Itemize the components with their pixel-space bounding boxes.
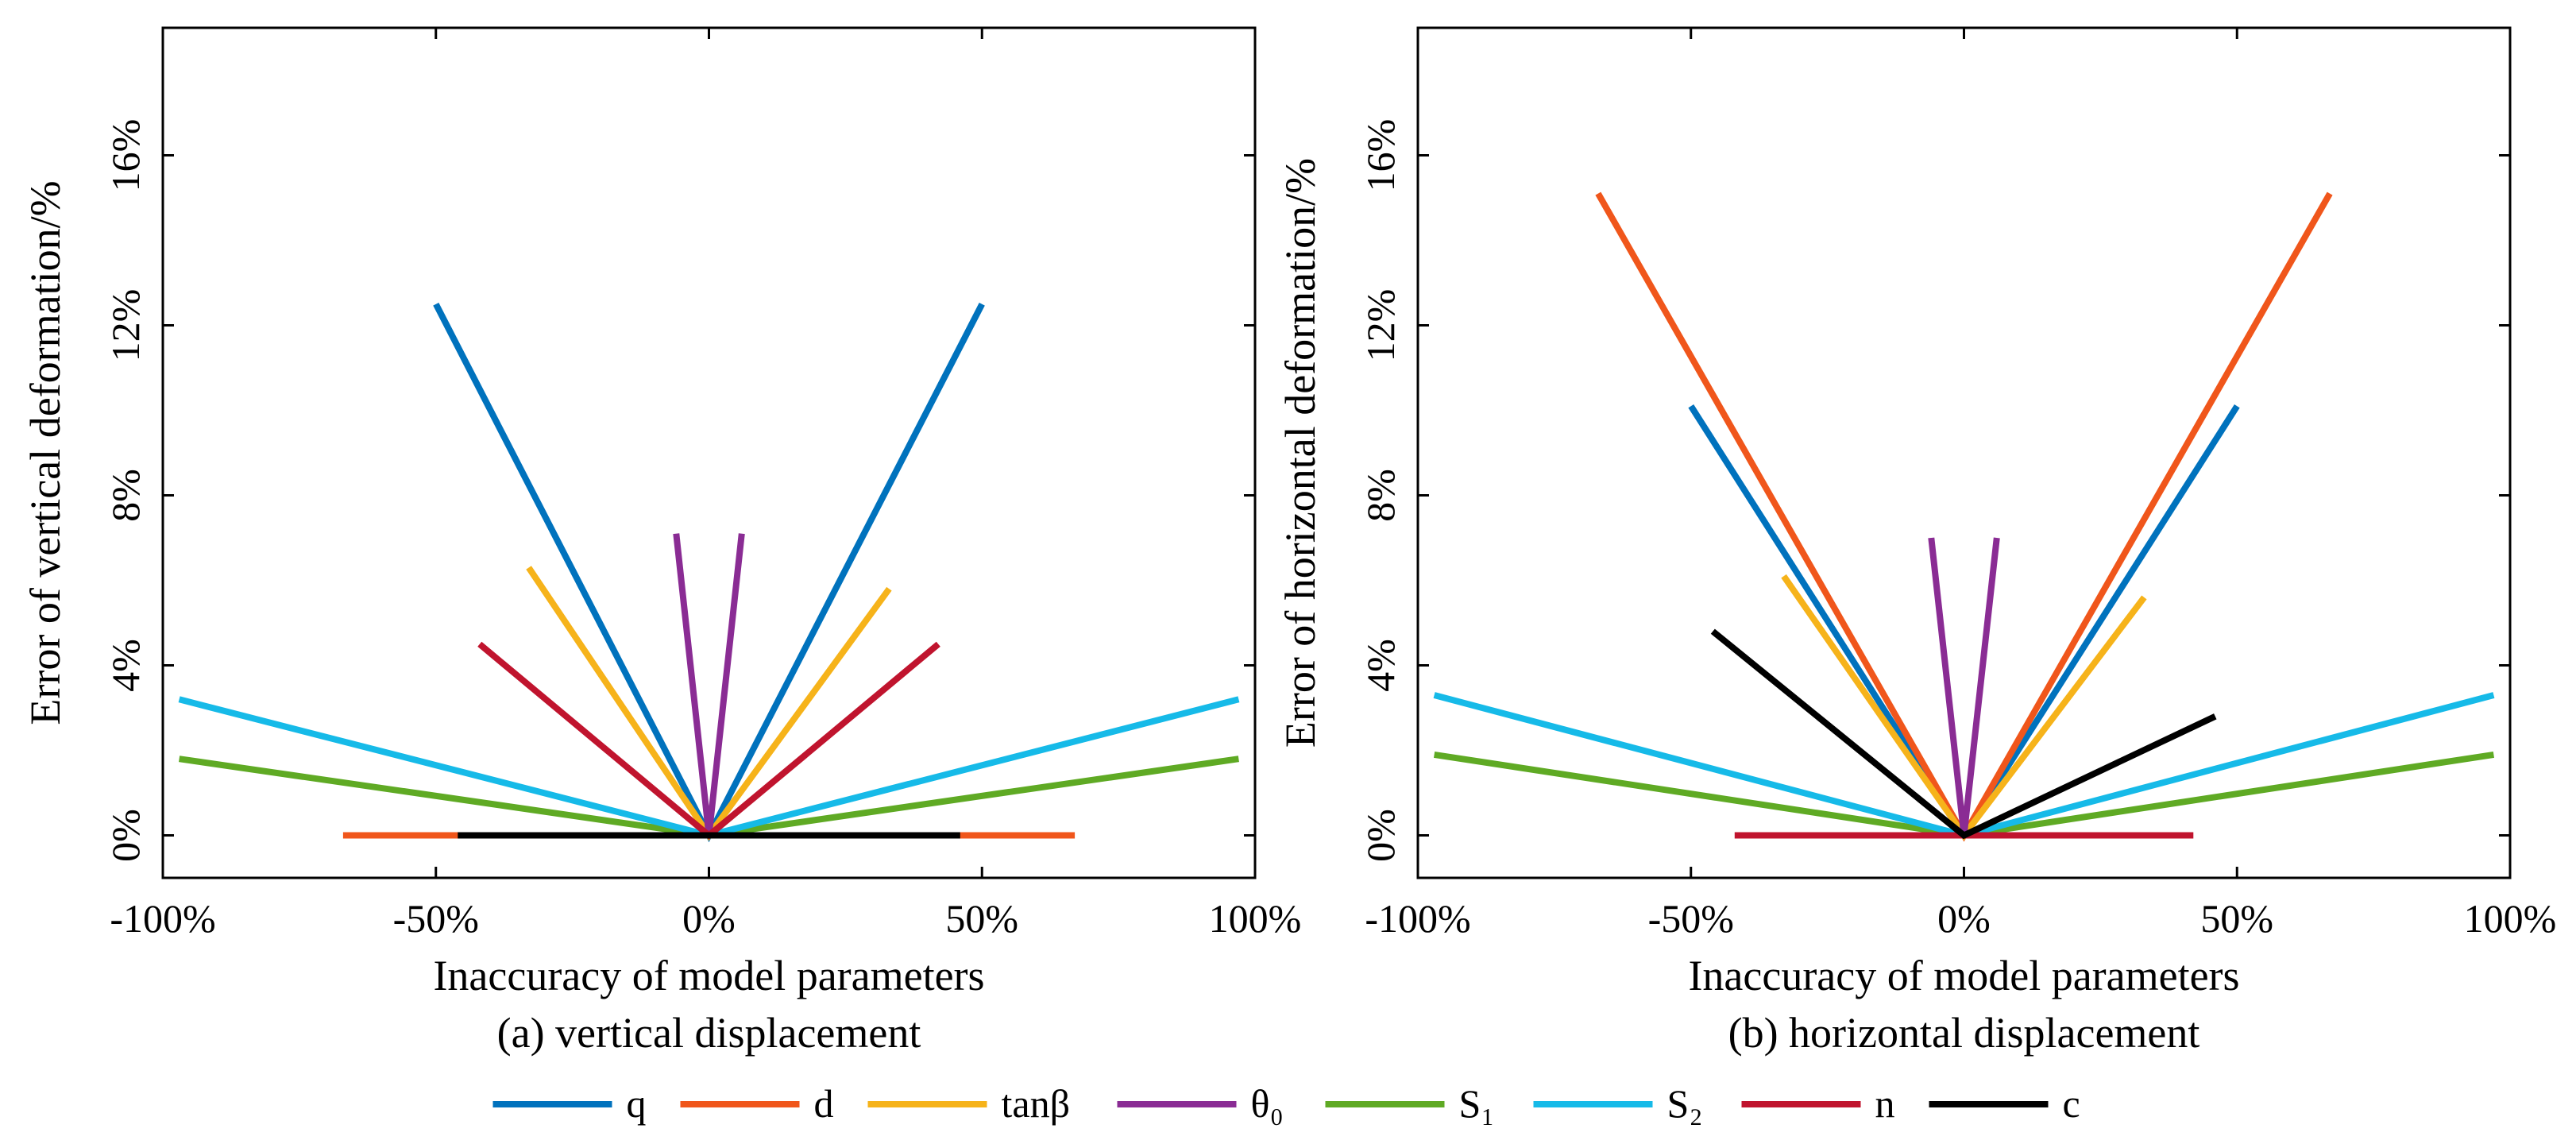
y-tick-label: 4% bbox=[103, 639, 148, 692]
x-tick-label: 50% bbox=[945, 896, 1018, 941]
legend-label: θ₀ bbox=[1251, 1081, 1284, 1126]
y-tick-label: 8% bbox=[103, 469, 148, 522]
legend-label: d bbox=[814, 1081, 834, 1126]
legend-label: c bbox=[2063, 1081, 2080, 1126]
chart-panel-a: -100% -50% 0% 50% 100% 0% 4% 8% 12% 16% Inaccuracy… bbox=[21, 26, 1302, 1057]
series-line-tanβ bbox=[526, 566, 892, 841]
y-axis-title: Error of horizontal deformation/% bbox=[1276, 158, 1324, 748]
legend-label: S₁ bbox=[1459, 1081, 1495, 1126]
legend-label: S₂ bbox=[1667, 1081, 1703, 1126]
panel-subtitle: (a) vertical displacement bbox=[497, 1009, 921, 1057]
series-line-d bbox=[1595, 191, 2333, 842]
y-tick-label: 16% bbox=[1358, 119, 1403, 192]
x-axis-title: Inaccuracy of model parameters bbox=[433, 952, 984, 999]
y-tick-label: 4% bbox=[1358, 639, 1403, 692]
y-tick-label: 0% bbox=[1358, 809, 1403, 862]
legend: q d tanβ θ₀ S₁ S₂ n c bbox=[492, 1081, 2080, 1126]
x-tick-label: -50% bbox=[1648, 896, 1734, 941]
x-tick-label: -100% bbox=[1365, 896, 1470, 941]
y-tick-label: 12% bbox=[103, 289, 148, 362]
axes-frame-b bbox=[1416, 26, 2512, 879]
x-tick-label: 0% bbox=[1937, 896, 1991, 941]
axes-frame-a bbox=[161, 26, 1257, 879]
x-tick-label: -100% bbox=[110, 896, 215, 941]
legend-label: q bbox=[627, 1081, 647, 1126]
x-tick-label: 50% bbox=[2200, 896, 2273, 941]
y-axis-title: Error of vertical deformation/% bbox=[21, 180, 69, 725]
chart-panel-b: -100% -50% 0% 50% 100% 0% 4% 8% 12% 16% Inaccuracy… bbox=[1276, 26, 2557, 1057]
x-axis-title: Inaccuracy of model parameters bbox=[1688, 952, 2239, 999]
series-line-q bbox=[433, 302, 985, 843]
legend-label: n bbox=[1875, 1081, 1895, 1126]
x-tick-label: 100% bbox=[2464, 896, 2557, 941]
panel-subtitle: (b) horizontal displacement bbox=[1728, 1009, 2200, 1057]
legend-label: tanβ bbox=[1002, 1081, 1071, 1126]
y-tick-label: 12% bbox=[1358, 289, 1403, 362]
series-line-q bbox=[1688, 404, 2240, 841]
y-tick-label: 0% bbox=[103, 809, 148, 862]
x-tick-label: 100% bbox=[1209, 896, 1302, 941]
x-tick-label: 0% bbox=[682, 896, 736, 941]
y-tick-label: 8% bbox=[1358, 469, 1403, 522]
x-tick-label: -50% bbox=[393, 896, 479, 941]
y-tick-label: 16% bbox=[103, 119, 148, 192]
series-line-c bbox=[1710, 628, 2217, 840]
